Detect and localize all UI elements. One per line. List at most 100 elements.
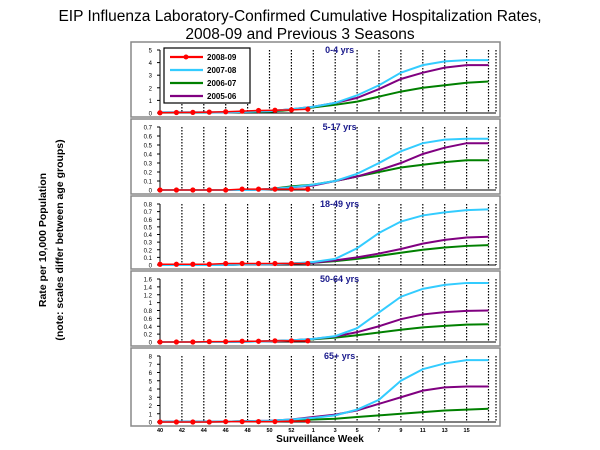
title-line-2: 2008-09 and Previous 3 Seasons [185,26,415,43]
title-line-1: EIP Influenza Laboratory-Confirmed Cumul… [58,8,542,25]
data-point-2008-09 [288,186,294,192]
data-point-2008-09 [288,418,294,424]
y-tick-label: 7 [149,363,153,369]
data-point-2008-09 [255,186,262,192]
data-point-2008-09 [190,339,196,345]
panel-label: 50-64 yrs [320,274,359,284]
x-axis-label: Surveillance Week [276,434,364,445]
chart-title: EIP Influenza Laboratory-Confirmed Cumul… [0,8,600,44]
y-tick-label: 0.8 [144,309,153,315]
legend-label: 2008-09 [207,53,237,62]
data-point-2008-09 [223,260,229,267]
y-tick-label: 0 [149,189,153,195]
y-tick-label: 0.4 [144,325,153,331]
data-point-2008-09 [223,339,229,345]
data-point-2008-09 [305,418,311,424]
data-point-2008-09 [305,186,311,192]
data-point-2008-09 [255,338,262,344]
panel-frame [130,347,501,427]
data-point-2008-09 [206,109,212,115]
y-tick-label: 0.4 [144,153,153,159]
x-tick-label: 9 [399,428,402,434]
x-tick-label: 42 [179,428,185,434]
y-tick-label: 0.2 [144,171,153,177]
y-tick-label: 1 [149,301,153,307]
data-point-2008-09 [173,339,180,345]
y-tick-label: 0.1 [144,256,153,262]
data-point-2008-09 [173,109,180,116]
data-point-2008-09 [223,187,229,193]
panel-label: 65+ yrs [324,351,355,361]
series-line-2008-09 [160,188,308,191]
y-tick-label: 0.6 [144,218,153,224]
y-tick-label: 0.8 [144,203,153,209]
y-tick-label: 2 [149,86,153,92]
data-point-2008-09 [288,260,294,267]
series-line-2008-09 [160,340,308,343]
panel-label: 0-4 yrs [325,45,354,55]
x-tick-label: 44 [201,428,208,434]
data-point-2008-09 [190,261,196,267]
y-tick-label: 0 [149,341,153,347]
data-point-2008-09 [255,418,262,425]
data-point-2008-09 [206,261,212,267]
data-point-2008-09 [305,260,311,267]
series-line-2008-09 [160,262,308,265]
data-point-2008-09 [223,109,229,115]
data-point-2008-09 [206,339,212,345]
y-tick-label: 1.6 [144,278,153,284]
panel-label: 5-17 yrs [323,122,357,132]
panel-frame [130,195,501,270]
y-tick-label: 5 [149,379,153,385]
data-point-2008-09 [272,260,278,267]
data-point-2008-09 [190,187,196,193]
data-point-2008-09 [239,186,245,192]
y-tick-label: 0.1 [144,180,153,186]
x-tick-label: 40 [157,428,163,434]
data-point-2008-09 [206,419,212,425]
y-tick-label: 0.6 [144,135,153,141]
series-line-2008-09 [159,108,308,114]
data-point-2008-09 [190,109,196,115]
y-tick-label: 0.3 [144,162,153,168]
legend-label: 2007-08 [207,66,237,75]
data-point-2008-09 [157,419,163,425]
data-point-2008-09 [255,260,262,267]
series-line-2008-09 [160,420,308,423]
data-point-2008-09 [157,110,163,116]
data-point-2008-09 [239,260,245,267]
x-tick-label: 15 [464,428,470,434]
data-point-2008-09 [255,107,262,114]
x-tick-label: 11 [420,428,426,434]
data-point-2008-09 [272,338,278,344]
data-point-2008-09 [272,107,278,113]
panel-label: 18-49 yrs [320,199,359,209]
y-tick-label: 0.2 [144,248,153,254]
y-tick-label: 0 [149,264,153,270]
y-tick-label: 0 [149,421,153,427]
y-tick-label: 0 [149,112,153,118]
data-point-2008-09 [305,338,311,344]
x-tick-label: 46 [223,428,229,434]
y-tick-label: 1.4 [144,285,153,291]
y-tick-label: 8 [149,355,153,361]
data-point-2008-09 [239,338,245,344]
data-point-2008-09 [173,187,180,193]
y-tick-label: 5 [149,49,153,55]
data-point-2008-09 [157,261,163,267]
data-point-2008-09 [206,187,212,193]
data-point-2008-09 [223,418,229,425]
y-tick-label: 1 [149,99,153,105]
data-point-2008-09 [305,106,311,112]
data-point-2008-09 [157,187,163,193]
data-point-2008-09 [288,107,294,113]
series-line-2007-08 [160,208,489,266]
data-point-2008-09 [239,418,245,425]
data-point-2008-09 [288,338,294,344]
y-tick-label: 4 [149,61,153,67]
y-tick-label: 1.2 [144,293,153,299]
x-tick-label: 48 [245,428,251,434]
legend-label: 2006-07 [207,79,237,88]
data-point-2008-09 [173,419,180,425]
data-point-2008-09 [272,186,278,192]
